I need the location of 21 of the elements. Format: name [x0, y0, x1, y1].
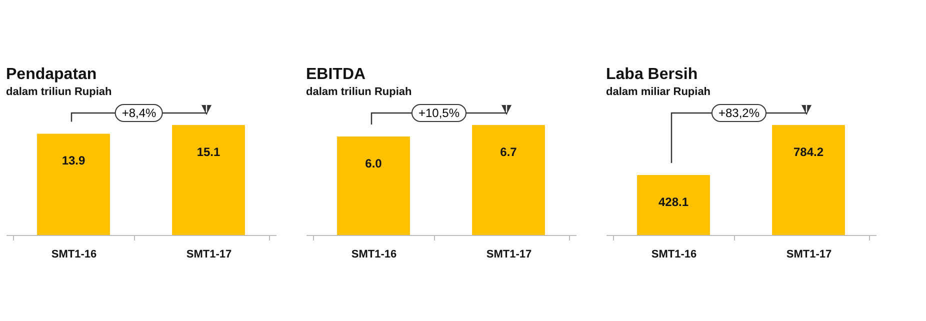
chart-title: EBITDA [306, 66, 366, 83]
chart-subtitle: dalam triliun Rupiah [306, 86, 412, 98]
x-tick-label: SMT1-17 [186, 248, 232, 260]
data-label: 6.0 [365, 156, 382, 170]
chart-title: Pendapatan [6, 66, 97, 83]
x-tick-label: SMT1-16 [651, 248, 697, 260]
data-label: 15.1 [196, 145, 220, 159]
x-tick-label: SMT1-17 [486, 248, 532, 260]
x-tick-label: SMT1-17 [786, 248, 832, 260]
chart-subtitle: dalam miliar Rupiah [606, 86, 711, 98]
data-label: 13.9 [62, 154, 86, 168]
text: +8,4% [114, 104, 164, 122]
data-label: 6.7 [500, 145, 518, 159]
chart-title: Laba Bersih [606, 66, 698, 83]
text: +10,5% [411, 104, 467, 122]
x-tick-label: SMT1-16 [351, 248, 397, 260]
data-label: 784.2 [793, 145, 824, 159]
data-label: 428.1 [658, 194, 689, 209]
text: +83,2% [711, 104, 767, 122]
chart-subtitle: dalam triliun Rupiah [6, 86, 112, 98]
x-tick-label: SMT1-16 [51, 248, 97, 260]
